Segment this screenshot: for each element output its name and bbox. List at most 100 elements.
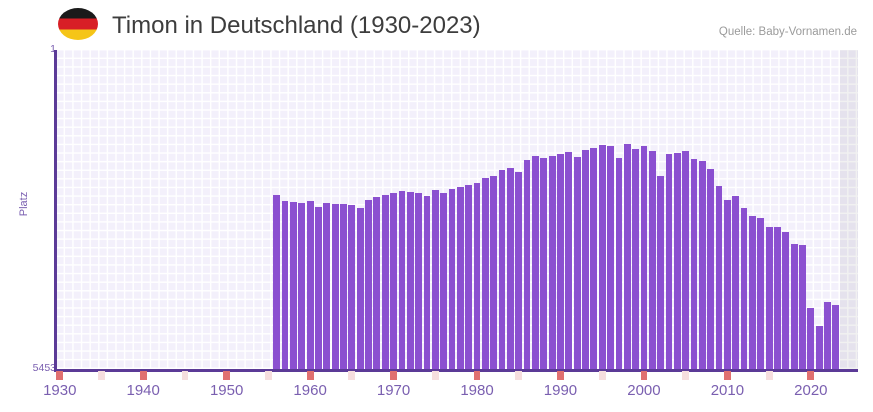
bar [782, 231, 790, 370]
bar [348, 204, 356, 370]
bar [557, 153, 564, 370]
x-tick-minor [598, 371, 606, 380]
bar [732, 196, 740, 370]
bar [548, 155, 556, 370]
bar [640, 145, 648, 370]
bar [723, 200, 731, 370]
bar [690, 158, 698, 370]
bar [356, 208, 364, 370]
bar [290, 201, 297, 370]
bar [481, 178, 489, 370]
x-tick-minor [264, 371, 272, 380]
x-tick-major [640, 371, 648, 380]
bar [715, 186, 723, 370]
x-tick-minor [515, 371, 523, 380]
bar [648, 150, 656, 370]
no-data-band [840, 50, 858, 370]
bar [607, 145, 614, 370]
bar [774, 226, 781, 370]
bar [298, 202, 306, 370]
x-axis-tick-label: 2000 [627, 382, 661, 399]
x-tick-major [807, 371, 815, 380]
chart-header: Timon in Deutschland (1930-2023) Quelle:… [0, 0, 873, 48]
bar [682, 151, 690, 370]
y-axis-title: Platz [18, 191, 30, 217]
source-attribution: Quelle: Baby-Vornamen.de [718, 26, 857, 38]
bar [465, 184, 473, 370]
bar [315, 207, 322, 370]
x-axis-tick-label: 1940 [126, 382, 160, 399]
bar [815, 325, 823, 370]
bar [832, 305, 840, 370]
bar [373, 197, 381, 370]
bar [740, 208, 748, 370]
bar [590, 147, 598, 370]
x-tick-major [557, 371, 564, 380]
bar [573, 157, 581, 370]
bar [398, 190, 406, 370]
x-tick-major [390, 371, 397, 380]
bar [507, 167, 514, 370]
y-axis-bottom-label: 5453 [32, 362, 56, 374]
x-axis-tick-label: 2020 [794, 382, 828, 399]
bar [790, 243, 798, 370]
page-title: Timon in Deutschland (1930-2023) [112, 12, 481, 39]
bar [415, 193, 422, 370]
bar [281, 200, 289, 370]
x-axis-tick-label: 1980 [460, 382, 494, 399]
bar [757, 217, 765, 370]
x-tick-minor [682, 371, 690, 380]
x-tick-major [473, 371, 481, 380]
bar [598, 145, 606, 370]
bar [632, 149, 639, 370]
bar [657, 176, 665, 370]
bar [615, 157, 623, 370]
bar [323, 203, 331, 370]
bar [540, 157, 548, 370]
x-axis-tick-label: 2010 [710, 382, 745, 399]
bar [390, 192, 397, 370]
bar [807, 308, 815, 370]
bar [824, 302, 831, 370]
x-axis-tick-label: 1960 [293, 382, 327, 399]
bar [331, 203, 339, 370]
bar [273, 194, 281, 370]
bar [440, 192, 448, 370]
bar [365, 200, 372, 370]
bar [707, 168, 715, 370]
x-tick-major [223, 371, 231, 380]
bar [582, 149, 589, 370]
x-tick-major [139, 371, 147, 380]
x-axis-tick-label: 1930 [43, 382, 77, 399]
bar [490, 176, 498, 370]
x-tick-major [306, 371, 314, 380]
bar [406, 191, 414, 370]
bar [698, 161, 706, 370]
bar [431, 189, 439, 370]
y-axis-top-label: 1 [50, 43, 56, 55]
x-tick-minor [431, 371, 439, 380]
x-axis-tick-label: 1990 [543, 382, 578, 399]
bar [665, 154, 673, 370]
bar [306, 200, 314, 370]
bar [799, 244, 806, 370]
bar [565, 152, 573, 370]
x-tick-major [56, 371, 64, 380]
bar [498, 169, 506, 370]
bar [532, 155, 539, 370]
bar [456, 187, 464, 370]
bar [340, 203, 347, 370]
x-tick-minor [181, 371, 189, 380]
x-axis-tick-label: 1970 [376, 382, 411, 399]
x-tick-minor [98, 371, 105, 380]
y-axis-line [54, 50, 57, 371]
x-tick-major [723, 371, 731, 380]
x-tick-minor [348, 371, 356, 380]
x-axis-tick-label: 1950 [209, 382, 244, 399]
bar [749, 216, 756, 370]
bar [673, 153, 681, 370]
bar [623, 143, 631, 370]
x-axis-line [54, 369, 858, 372]
german-flag-icon [58, 8, 98, 40]
